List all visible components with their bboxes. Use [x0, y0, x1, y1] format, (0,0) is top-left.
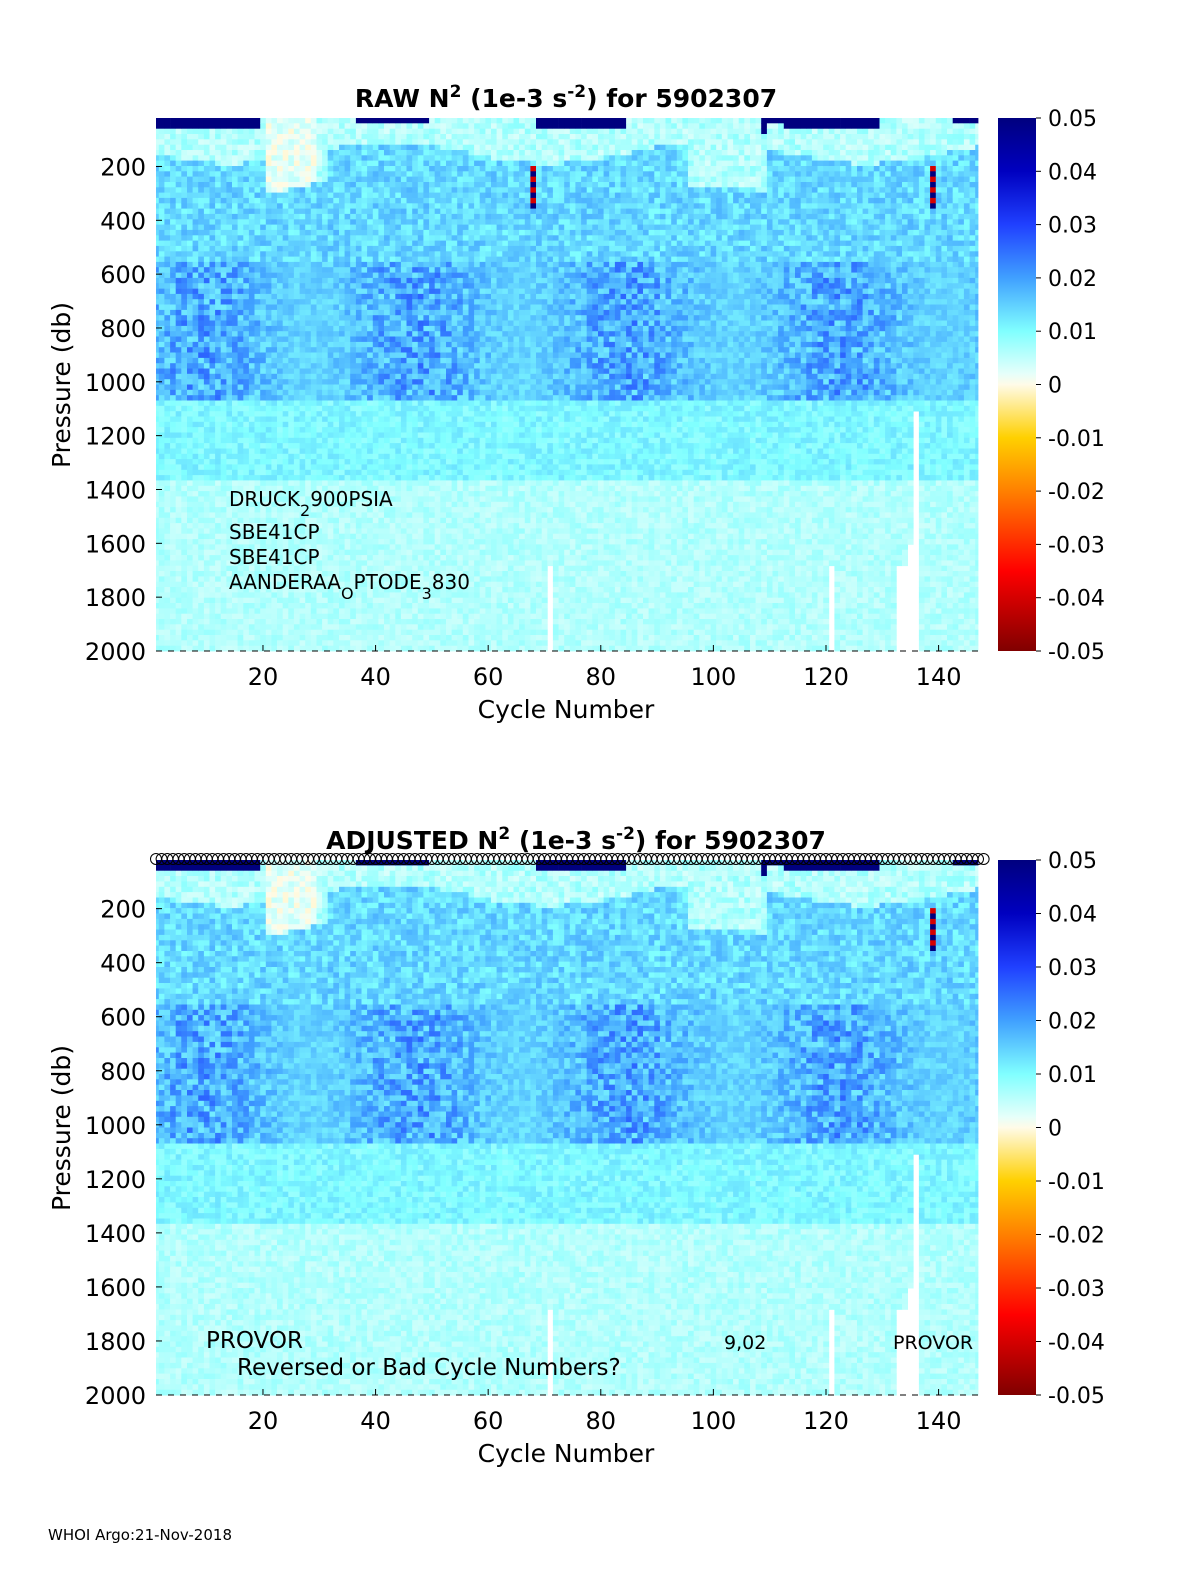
raw-colorbar [998, 118, 1036, 651]
y-tick-label: 1800 [85, 584, 146, 612]
colorbar-tick-label: 0.05 [1048, 107, 1097, 132]
annotation-provor-right: PROVOR [893, 1332, 973, 1354]
x-tick-label: 60 [473, 663, 504, 691]
y-tick-label: 2000 [85, 638, 146, 666]
adjusted-y-axis-label: Pressure (db) [47, 1045, 76, 1211]
colorbar-tick-label: -0.02 [1048, 480, 1105, 505]
y-tick-label: 200 [100, 153, 146, 181]
cycle-marker [972, 853, 984, 865]
colorbar-tick-label: 0.04 [1048, 903, 1097, 928]
adjusted-annotations: PROVOR Reversed or Bad Cycle Numbers? 9,… [206, 1328, 973, 1381]
colorbar-tick-label: 0.02 [1048, 1010, 1097, 1035]
colorbar-tick-label: 0 [1048, 1117, 1062, 1142]
colorbar-tick-label: -0.01 [1048, 427, 1105, 452]
y-tick-label: 800 [100, 1058, 146, 1086]
annotation-sbe41cp-2: SBE41CP [229, 545, 320, 569]
raw-x-axis-label: Cycle Number [478, 695, 655, 724]
y-tick-label: 800 [100, 315, 146, 343]
raw-y-axis-label: Pressure (db) [47, 302, 76, 468]
colorbar-tick-label: -0.03 [1048, 533, 1105, 558]
x-tick-label: 60 [473, 1407, 504, 1435]
colorbar-tick-label: -0.05 [1048, 1384, 1105, 1409]
x-tick-label: 80 [586, 663, 617, 691]
y-tick-label: 1200 [85, 1166, 146, 1194]
adjusted-panel: ADJUSTED N2 (1e-3 s-2) for 5902307 20 40 6… [47, 824, 1105, 1468]
colorbar-tick-label: 0.01 [1048, 320, 1097, 345]
raw-y-ticks: 200 400 600 800 1000 1200 1400 1600 1800 2000 [85, 153, 162, 666]
x-tick-label: 100 [690, 663, 736, 691]
y-tick-label: 1000 [85, 369, 146, 397]
adjusted-colorbar [998, 860, 1036, 1395]
raw-colorbar-ticks: 0.05 0.04 0.03 0.02 0.01 0 -0.01 -0.02 -0.03 -0.0… [1036, 107, 1105, 665]
y-tick-label: 1200 [85, 423, 146, 451]
annotation-version: 9,02 [724, 1332, 766, 1354]
colorbar-tick-label: -0.03 [1048, 1277, 1105, 1302]
annotation-aanderaa: AANDERAAOPTODE3830 [229, 570, 470, 603]
raw-sensor-annotations: DRUCK2900PSIA SBE41CP SBE41CP AANDERAAOP… [229, 487, 470, 603]
raw-panel: RAW N2 (1e-3 s-2) for 5902307 20 40 60 80 10… [47, 82, 1105, 724]
annotation-druck: DRUCK2900PSIA [229, 487, 393, 520]
colorbar-tick-label: -0.02 [1048, 1224, 1105, 1249]
y-tick-label: 600 [100, 261, 146, 289]
y-tick-label: 1600 [85, 530, 146, 558]
annotation-sbe41cp-1: SBE41CP [229, 520, 320, 544]
colorbar-tick-label: -0.05 [1048, 640, 1105, 665]
x-tick-label: 40 [360, 663, 391, 691]
x-tick-label: 100 [690, 1407, 736, 1435]
y-tick-label: 400 [100, 950, 146, 978]
x-tick-label: 20 [248, 1407, 279, 1435]
raw-x-ticks: 20 40 60 80 100 120 140 [156, 645, 978, 691]
y-tick-label: 1600 [85, 1274, 146, 1302]
colorbar-tick-label: -0.04 [1048, 587, 1105, 612]
annotation-reversed-cycles: Reversed or Bad Cycle Numbers? [237, 1355, 621, 1381]
y-tick-label: 600 [100, 1004, 146, 1032]
x-tick-label: 120 [803, 663, 849, 691]
y-tick-label: 1400 [85, 476, 146, 504]
y-tick-label: 400 [100, 207, 146, 235]
adjusted-cycle-markers [150, 853, 990, 865]
cycle-marker [977, 853, 990, 865]
adjusted-heatmap [156, 860, 979, 1396]
y-tick-label: 1400 [85, 1220, 146, 1248]
y-tick-label: 1800 [85, 1328, 146, 1356]
raw-chart-title: RAW N2 (1e-3 s-2) for 5902307 [355, 82, 777, 113]
colorbar-tick-label: 0.03 [1048, 956, 1097, 981]
x-tick-label: 80 [586, 1407, 617, 1435]
colorbar-tick-label: -0.04 [1048, 1331, 1105, 1356]
colorbar-tick-label: 0.03 [1048, 214, 1097, 239]
y-tick-label: 1000 [85, 1112, 146, 1140]
colorbar-tick-label: -0.01 [1048, 1170, 1105, 1195]
y-tick-label: 2000 [85, 1382, 146, 1410]
x-tick-label: 140 [916, 663, 962, 691]
x-tick-label: 120 [803, 1407, 849, 1435]
x-tick-label: 140 [916, 1407, 962, 1435]
adjusted-chart-title: ADJUSTED N2 (1e-3 s-2) for 5902307 [326, 824, 826, 855]
y-tick-label: 200 [100, 896, 146, 924]
colorbar-tick-label: 0.01 [1048, 1063, 1097, 1088]
adjusted-colorbar-ticks: 0.05 0.04 0.03 0.02 0.01 0 -0.01 -0.02 -0.03 -0.0… [1036, 849, 1105, 1409]
adjusted-y-ticks: 200 400 600 800 1000 1200 1400 1600 1800 2000 [85, 896, 162, 1410]
footer-credit: WHOI Argo:21-Nov-2018 [48, 1526, 232, 1544]
x-tick-label: 20 [248, 663, 279, 691]
raw-heatmap [156, 118, 979, 652]
colorbar-tick-label: 0.02 [1048, 267, 1097, 292]
colorbar-tick-label: 0.05 [1048, 849, 1097, 874]
annotation-provor-left: PROVOR [206, 1328, 303, 1354]
colorbar-tick-label: 0.04 [1048, 160, 1097, 185]
colorbar-tick-label: 0 [1048, 374, 1062, 399]
adjusted-x-axis-label: Cycle Number [478, 1439, 655, 1468]
adjusted-x-ticks: 20 40 60 80 100 120 140 [156, 1389, 978, 1435]
x-tick-label: 40 [360, 1407, 391, 1435]
